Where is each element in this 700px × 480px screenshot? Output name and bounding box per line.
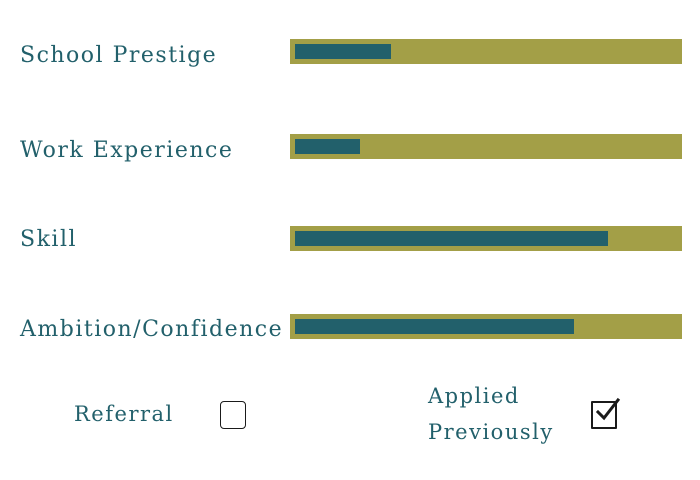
ambition-confidence-bar-track — [290, 314, 682, 339]
metric-label-skill: Skill — [20, 227, 78, 252]
skill-bar-track — [290, 226, 682, 251]
metric-label-ambition-confidence: Ambition/Confidence — [20, 317, 284, 342]
school-prestige-bar-track — [290, 39, 682, 64]
applied-previously-label-line2: Previously — [428, 420, 554, 444]
applied-previously-label-line1: Applied — [428, 384, 520, 408]
work-experience-bar-track — [290, 134, 682, 159]
referral-checkbox[interactable] — [220, 401, 246, 429]
ambition-confidence-bar-fill — [295, 319, 574, 334]
school-prestige-bar-fill — [295, 44, 391, 59]
metric-label-school-prestige: School Prestige — [20, 43, 218, 68]
referral-label: Referral — [74, 402, 174, 426]
checkmark-icon — [595, 397, 621, 421]
work-experience-bar-fill — [295, 139, 360, 154]
applied-previously-checkbox[interactable] — [591, 397, 621, 429]
metric-label-work-experience: Work Experience — [20, 138, 234, 163]
applied-previously-label: Applied Previously — [428, 378, 554, 450]
skill-bar-fill — [295, 231, 608, 246]
